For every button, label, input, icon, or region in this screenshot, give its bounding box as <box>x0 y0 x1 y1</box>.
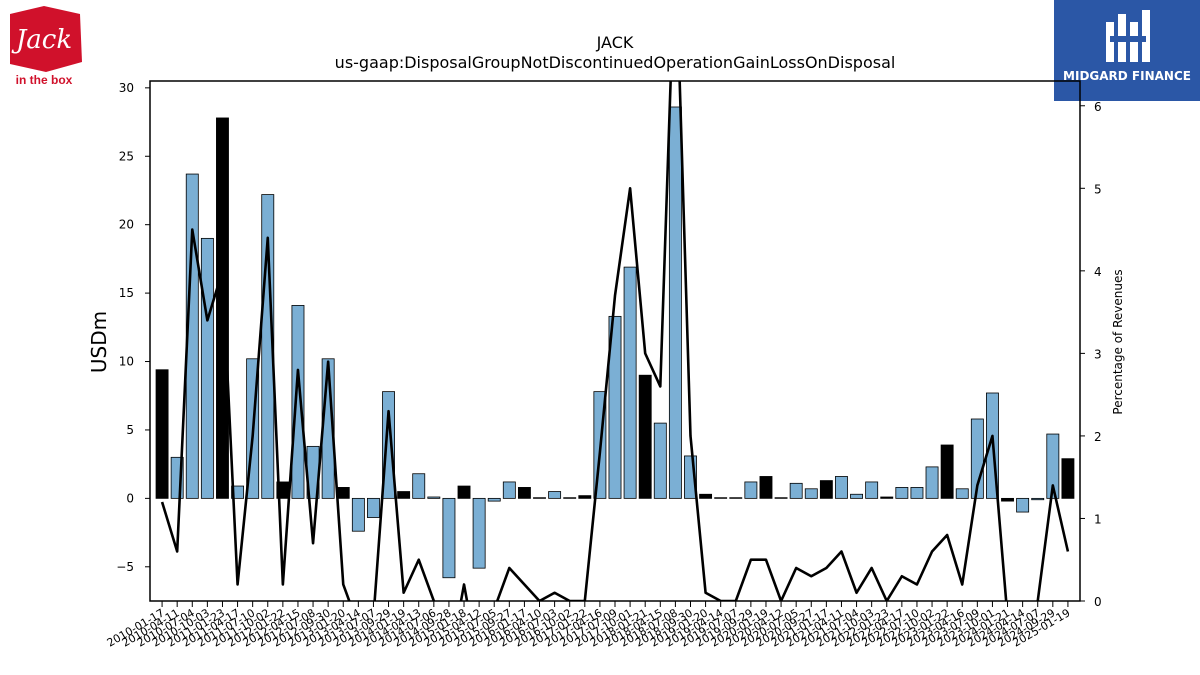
y-tick-label: 20 <box>119 218 134 232</box>
bar-2024-04-14 <box>1016 497 1030 513</box>
y2-axis-label: Percentage of Revenues <box>1111 269 1125 414</box>
y-tick-label: 15 <box>119 286 134 300</box>
bar-2020-04-12 <box>774 497 788 499</box>
bar-2022-07-10 <box>910 487 924 499</box>
y-tick-label: −5 <box>116 560 134 574</box>
chart-subtitle: us-gaap:DisposalGroupNotDiscontinuedOper… <box>335 53 896 72</box>
bar-2022-01-23 <box>880 496 894 499</box>
bar-2020-01-19 <box>759 476 773 499</box>
bar-2015-01-18 <box>457 485 471 499</box>
bar-2014-09-28 <box>442 497 456 579</box>
bar-2022-04-17 <box>895 487 909 499</box>
midgard-mark-icon <box>1106 10 1150 62</box>
bar-2016-04-10 <box>533 497 546 499</box>
y2-tick-label: 2 <box>1094 430 1102 444</box>
y-tick-label: 10 <box>119 355 134 369</box>
logo-badge-shape <box>10 6 82 72</box>
y2-tick-label: 6 <box>1094 100 1102 114</box>
bar-2023-01-22 <box>940 444 954 499</box>
bar-2020-09-27 <box>804 488 818 499</box>
bar-2013-07-07 <box>366 497 380 518</box>
bar-2010-10-03 <box>200 237 214 499</box>
bar-2024-09-29 <box>1046 433 1060 499</box>
y2-tick-label: 4 <box>1094 265 1102 279</box>
bar-2019-09-29 <box>744 481 758 499</box>
bar-2014-01-19 <box>397 491 411 499</box>
chart-title: JACK <box>596 33 634 52</box>
pct-revenue-line <box>160 81 1070 601</box>
logo-text-in-the-box: in the box <box>16 73 73 87</box>
bar-2017-10-01 <box>623 266 637 499</box>
logo-text-jack: Jack <box>11 25 72 55</box>
bar-2020-07-05 <box>789 482 803 499</box>
y2-tick-label: 3 <box>1094 347 1102 361</box>
y-tick-label: 5 <box>126 423 134 437</box>
bar-2018-04-15 <box>653 422 667 499</box>
bar-2015-07-05 <box>487 497 501 502</box>
bar-2017-01-22 <box>578 495 592 499</box>
y2-tick-label: 0 <box>1094 595 1102 609</box>
bar-2019-04-14 <box>714 497 728 499</box>
bar-2025-01-19 <box>1061 458 1075 499</box>
line-series <box>160 81 1070 601</box>
bar-2021-07-04 <box>850 493 864 499</box>
bar-2024-01-21 <box>1001 497 1014 502</box>
y-tick-label: 25 <box>119 149 134 163</box>
bar-2010-01-17 <box>155 369 169 499</box>
jack-in-the-box-logo: Jack in the box <box>4 4 88 88</box>
bar-2023-04-16 <box>955 488 969 499</box>
midgard-finance-logo: MIDGARD FINANCE <box>1054 0 1200 101</box>
bar-2013-09-29 <box>382 391 395 499</box>
bar-2016-07-03 <box>548 491 562 499</box>
axes: −505101520253001234562010-01-172010-04-1… <box>105 80 1102 650</box>
bar-2022-10-02 <box>925 466 939 499</box>
bar-2013-04-14 <box>351 497 365 532</box>
bar-2011-01-23 <box>216 117 229 499</box>
bar-2015-09-27 <box>502 481 516 499</box>
bar-series <box>155 106 1075 579</box>
bar-2014-04-13 <box>412 473 426 499</box>
y2-tick-label: 1 <box>1094 512 1102 526</box>
bar-2017-07-09 <box>608 315 622 499</box>
bar-2021-01-17 <box>819 480 833 499</box>
bar-2021-10-03 <box>865 481 879 499</box>
y2-tick-label: 5 <box>1094 182 1102 196</box>
midgard-finance-text: MIDGARD FINANCE <box>1063 69 1191 83</box>
bar-2016-01-17 <box>517 487 531 499</box>
bar-2024-07-07 <box>1031 497 1045 501</box>
bar-2019-07-07 <box>729 497 743 499</box>
bar-2018-07-08 <box>668 106 682 499</box>
bar-2019-01-20 <box>699 493 713 499</box>
bar-2021-04-11 <box>835 476 848 499</box>
bar-2015-04-12 <box>472 497 486 569</box>
bar-2012-04-15 <box>291 305 305 499</box>
y-axis-label: USDm <box>87 311 111 373</box>
y-tick-label: 0 <box>126 491 134 505</box>
bar-2014-07-06 <box>427 496 441 499</box>
bar-2013-01-20 <box>336 487 350 499</box>
bar-2018-01-21 <box>638 374 652 499</box>
y-tick-label: 30 <box>119 81 134 95</box>
bar-2016-10-02 <box>563 497 577 499</box>
